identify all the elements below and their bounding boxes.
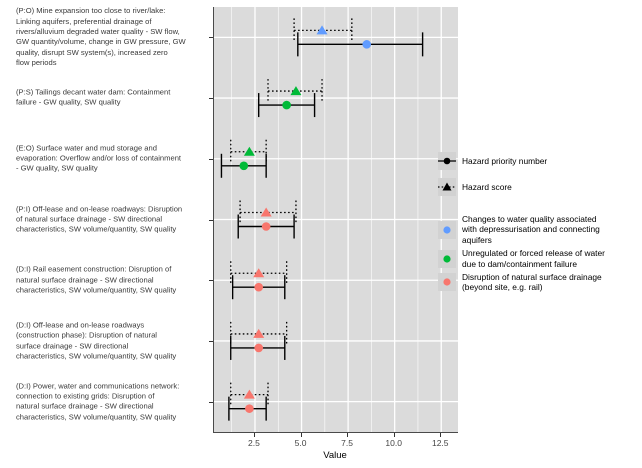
legend-entry-hazard-score: Hazard score [438, 178, 638, 196]
x-axis-tick-label: 5.0 [294, 438, 307, 448]
y-axis-tick [209, 219, 213, 221]
x-axis-tick-label: 10.0 [385, 438, 402, 448]
legend-entry-color: Unregulated or forced release of water d… [438, 248, 638, 269]
y-axis-tick [209, 98, 213, 100]
x-axis-tick [253, 433, 255, 437]
x-axis-tick [440, 433, 442, 437]
legend-label: Hazard priority number [462, 155, 548, 166]
x-axis-tick [393, 433, 395, 437]
color-dot-key-icon [438, 273, 456, 292]
y-axis-category-label: (D:I) Power, water and communications ne… [16, 381, 180, 421]
y-axis-tick [209, 280, 213, 282]
legend-entry-color: Disruption of natural surface drainage (… [438, 272, 638, 293]
marker-hazard-priority-circle [245, 404, 254, 413]
plot-panel [213, 7, 458, 433]
legend-label: Changes to water quality associated with… [462, 214, 600, 245]
x-axis-tick-label: 2.5 [248, 438, 260, 448]
y-axis-category-label: (E:O) Surface water and mud storage and … [16, 143, 182, 173]
marker-hazard-priority-circle [254, 343, 264, 353]
y-axis-tick [209, 401, 213, 403]
legend-shapes-group: Hazard priority number Hazard score [438, 152, 638, 196]
color-dot-key-icon [438, 249, 456, 268]
marker-hazard-score-triangle [243, 146, 255, 156]
marker-hazard-priority-circle [261, 222, 271, 231]
marker-hazard-score-triangle [243, 389, 255, 399]
y-axis-category-label: (P:S) Tailings decant water dam: Contain… [16, 87, 171, 108]
color-dot-key-icon [438, 220, 456, 239]
plot-canvas [214, 7, 458, 432]
y-axis-tick [209, 340, 213, 342]
y-axis-category-label: (D:I) Rail easement construction: Disrup… [16, 264, 177, 295]
marker-hazard-score-triangle [290, 86, 302, 96]
marker-hazard-score-triangle [253, 268, 265, 278]
marker-hazard-priority-circle [254, 282, 264, 292]
legend-label: Disruption of natural surface drainage (… [462, 272, 602, 293]
y-axis-category-label: (D:I) Off-lease and on-lease roadways (c… [16, 320, 177, 361]
marker-hazard-priority-circle [362, 40, 372, 49]
dotted-line-triangle-key-icon [438, 178, 456, 196]
y-axis-tick [209, 158, 213, 160]
legend-colors-group: Changes to water quality associated with… [438, 214, 638, 293]
marker-hazard-priority-circle [239, 161, 249, 171]
y-axis-category-label: (P:O) Mine expansion too close to river/… [16, 6, 186, 67]
y-axis-category-label: (P:I) Off-lease and on-lease roadways: D… [16, 204, 183, 234]
legend-label: Hazard score [462, 181, 512, 192]
legend-label: Unregulated or forced release of water d… [462, 248, 605, 269]
marker-hazard-score-triangle [253, 328, 265, 338]
legend-entry-hazard-priority: Hazard priority number [438, 152, 638, 170]
marker-hazard-score-triangle [316, 25, 328, 35]
y-axis-tick [209, 37, 213, 39]
marker-hazard-priority-circle [282, 100, 291, 110]
marker-hazard-score-triangle [260, 207, 272, 217]
legend-entry-color: Changes to water quality associated with… [438, 214, 638, 245]
x-axis-tick-label: 7.5 [341, 438, 354, 448]
solid-line-circle-key-icon [438, 152, 456, 170]
x-axis-tick-label: 12.5 [431, 438, 449, 448]
x-axis-tick [347, 433, 349, 437]
x-axis-title: Value [323, 450, 347, 461]
x-axis-tick [300, 433, 302, 437]
legend: Hazard priority number Hazard score Chang… [438, 152, 638, 296]
